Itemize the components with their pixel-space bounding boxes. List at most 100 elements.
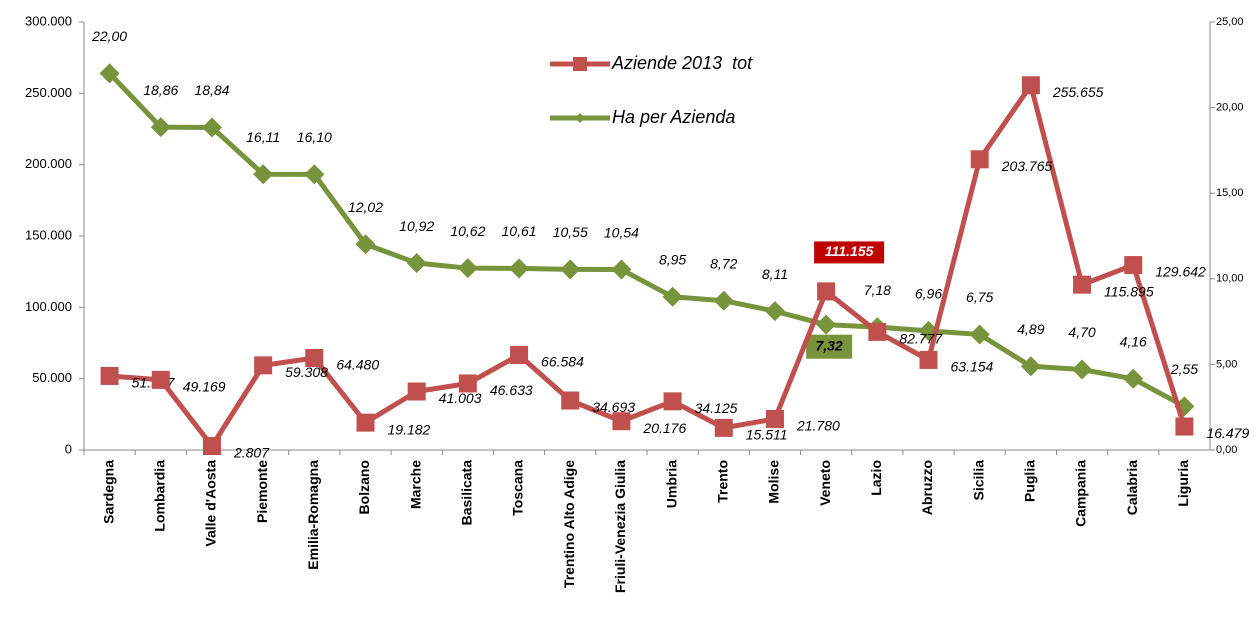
data-label: 59.308 [285, 364, 328, 380]
x-tick-label: Puglia [1022, 460, 1038, 502]
data-label: 115.895 [1104, 283, 1154, 299]
marker [765, 409, 784, 428]
marker [1124, 256, 1143, 275]
marker [201, 117, 222, 138]
data-label: 19.182 [388, 421, 431, 437]
y-tick-label: 100.000 [25, 299, 72, 314]
y-tick-label: 50.000 [32, 370, 72, 385]
data-label: 6,75 [966, 289, 993, 305]
x-tick-label: Marche [407, 460, 423, 509]
y-tick-label: 150.000 [25, 227, 72, 242]
marker [1020, 356, 1041, 377]
marker [714, 418, 733, 437]
marker [1123, 368, 1144, 389]
x-tick-label: Sardegna [100, 460, 116, 524]
marker [817, 282, 836, 301]
marker [458, 374, 477, 393]
data-label: 46.633 [490, 382, 533, 398]
y2-tick-label: 20,00 [1216, 102, 1244, 114]
marker [100, 366, 119, 385]
marker [509, 258, 530, 279]
data-label: 129.642 [1155, 264, 1206, 280]
marker [611, 259, 632, 280]
x-tick-label: Calabria [1124, 460, 1140, 515]
data-label: 18,86 [143, 82, 178, 98]
data-label: 2,55 [1170, 361, 1198, 377]
x-tick-label: Friuli-Venezia Giulia [612, 460, 628, 593]
x-tick-label: Basilicata [459, 460, 475, 526]
marker [304, 164, 325, 185]
y2-tick-label: 0,00 [1216, 444, 1237, 456]
y-tick-label: 250.000 [25, 85, 72, 100]
x-tick-label: Toscana [510, 460, 526, 516]
marker [305, 349, 324, 368]
marker [253, 164, 274, 185]
series-line [107, 71, 1186, 409]
marker [561, 391, 580, 410]
data-label: 7,32 [816, 337, 843, 353]
x-tick-label: Campania [1073, 460, 1089, 527]
y-tick-label: 300.000 [25, 13, 72, 28]
marker [713, 290, 734, 311]
data-label: 34.693 [592, 399, 635, 415]
data-label: 111.155 [825, 243, 874, 259]
x-tick-label: Sicilia [970, 460, 986, 501]
y2-tick-label: 10,00 [1216, 273, 1244, 285]
marker [150, 117, 171, 138]
data-label: 16,11 [246, 129, 280, 145]
y-tick-label: 0 [65, 441, 72, 456]
marker [355, 234, 376, 255]
data-label: 7,18 [864, 282, 891, 298]
data-label: 4,16 [1120, 333, 1147, 349]
data-label: 2.807 [233, 445, 270, 461]
y2-tick-label: 15,00 [1216, 187, 1244, 199]
data-label: 12,02 [348, 199, 383, 215]
x-tick-label: Trento [714, 460, 730, 503]
x-tick-label: Valle d'Aosta [203, 460, 219, 547]
x-tick-label: Emilia-Romagna [305, 460, 321, 570]
x-tick-label: Molise [766, 460, 782, 504]
data-label: 6,96 [915, 286, 942, 302]
data-label: 203.765 [1001, 158, 1053, 174]
data-label: 66.584 [541, 354, 584, 370]
data-label: 63.154 [951, 359, 994, 375]
x-tick-label: Abruzzo [919, 460, 935, 515]
x-tick-label: Veneto [817, 460, 833, 506]
marker [254, 356, 273, 375]
marker [816, 314, 837, 335]
data-label: 8,72 [710, 255, 737, 271]
data-label: 34.125 [695, 400, 738, 416]
marker [1021, 76, 1040, 95]
marker [970, 150, 989, 169]
x-tick-label: Trentino Alto Adige [561, 460, 577, 588]
x-tick-label: Lazio [868, 460, 884, 496]
data-label: 10,61 [502, 223, 537, 239]
data-label: 64.480 [336, 357, 379, 373]
marker [1073, 275, 1092, 294]
data-label: 15.511 [746, 427, 788, 443]
marker [663, 392, 682, 411]
data-label: 4,89 [1017, 321, 1044, 337]
data-label: 22,00 [91, 28, 127, 44]
marker [356, 413, 375, 432]
data-label: 4,70 [1068, 324, 1095, 340]
x-tick-label: Lombardia [151, 460, 167, 532]
marker [560, 259, 581, 280]
marker [202, 436, 221, 455]
highlight-box [806, 334, 853, 359]
marker [407, 382, 426, 401]
data-label: 20.176 [642, 420, 686, 436]
legend-label: Aziende 2013 tot [611, 53, 753, 73]
series-line [109, 82, 1187, 449]
data-label: 18,84 [194, 82, 229, 98]
x-tick-label: Piemonte [254, 460, 270, 523]
marker [868, 322, 887, 341]
highlight-box [814, 241, 885, 264]
data-label: 41.003 [439, 390, 482, 406]
x-tick-label: Bolzano [356, 460, 372, 514]
data-label: 21.780 [796, 418, 840, 434]
legend-label: Ha per Azienda [612, 107, 735, 127]
x-tick-label: Umbria [663, 460, 679, 508]
data-label: 255.655 [1052, 84, 1104, 100]
data-label: 10,62 [450, 223, 485, 239]
